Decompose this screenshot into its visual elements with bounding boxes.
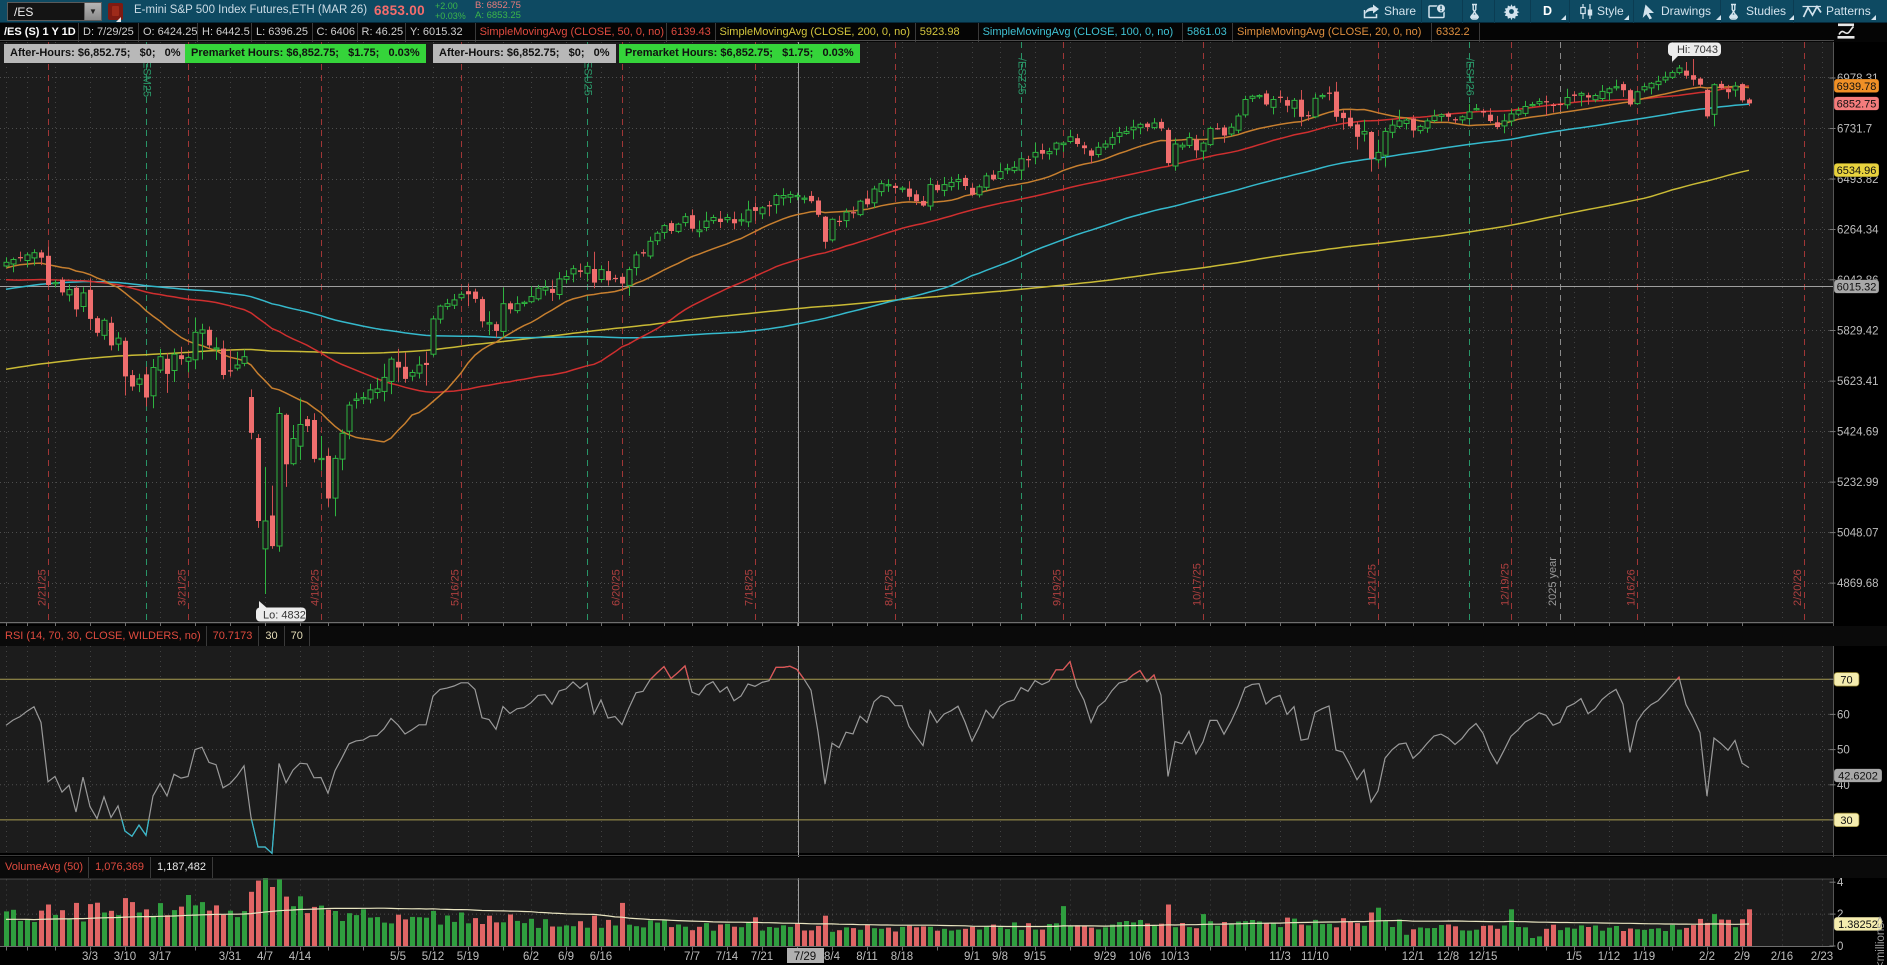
svg-text:5/19: 5/19 <box>457 951 479 963</box>
svg-text:3/3: 3/3 <box>82 951 98 963</box>
svg-text:6852.75: 6852.75 <box>1837 99 1877 111</box>
svg-text:7/29: 7/29 <box>794 951 816 963</box>
svg-text:/ESU25: /ESU25 <box>582 58 594 96</box>
svg-text:1.38252: 1.38252 <box>1838 919 1878 931</box>
svg-text:3/10: 3/10 <box>114 951 136 963</box>
svg-text:12/15: 12/15 <box>1469 951 1498 963</box>
svg-text:70: 70 <box>1840 674 1852 686</box>
svg-text:50: 50 <box>1837 745 1850 757</box>
svg-text:6/20/25: 6/20/25 <box>611 569 623 606</box>
svg-text:9/8: 9/8 <box>992 951 1008 963</box>
svg-text:9/19/25: 9/19/25 <box>1052 569 1064 606</box>
svg-text:8/18: 8/18 <box>891 951 913 963</box>
svg-text:60: 60 <box>1837 709 1850 721</box>
svg-text:8/15/25: 8/15/25 <box>884 569 896 606</box>
svg-text:11/21/25: 11/21/25 <box>1367 564 1379 606</box>
svg-text:/ESZ25: /ESZ25 <box>1016 58 1028 95</box>
svg-text:3/17: 3/17 <box>149 951 171 963</box>
svg-text:7/18/25: 7/18/25 <box>744 569 756 606</box>
svg-text:6731.7: 6731.7 <box>1837 124 1872 136</box>
svg-text:5/12: 5/12 <box>422 951 444 963</box>
svg-text:6015.32: 6015.32 <box>1837 282 1877 294</box>
svg-text:12/8: 12/8 <box>1437 951 1459 963</box>
svg-text:2/2: 2/2 <box>1699 951 1715 963</box>
svg-text:9/15: 9/15 <box>1024 951 1046 963</box>
svg-text:6264.34: 6264.34 <box>1837 225 1879 237</box>
svg-text:2: 2 <box>1837 909 1843 921</box>
svg-text:0: 0 <box>1837 941 1843 953</box>
svg-text:7/14: 7/14 <box>716 951 739 963</box>
svg-text:5232.99: 5232.99 <box>1837 477 1879 489</box>
svg-text:1/19: 1/19 <box>1633 951 1655 963</box>
svg-text:1/16/26: 1/16/26 <box>1626 569 1638 606</box>
svg-text:1/5: 1/5 <box>1566 951 1582 963</box>
svg-text:5/16/25: 5/16/25 <box>450 569 462 606</box>
svg-text:6534.96: 6534.96 <box>1837 165 1877 177</box>
svg-text:4869.68: 4869.68 <box>1837 578 1879 590</box>
svg-text:6939.78: 6939.78 <box>1837 81 1877 93</box>
svg-text:6/9: 6/9 <box>558 951 574 963</box>
svg-text:42.6202: 42.6202 <box>1838 771 1878 783</box>
svg-text:6/16: 6/16 <box>590 951 612 963</box>
svg-text:6493.82: 6493.82 <box>1837 174 1879 186</box>
svg-text:40: 40 <box>1837 780 1850 792</box>
svg-text:<millions>: <millions> <box>1875 916 1887 965</box>
svg-text:7/7: 7/7 <box>684 951 700 963</box>
svg-text:11/10: 11/10 <box>1301 951 1329 963</box>
svg-text:10/17/25: 10/17/25 <box>1192 563 1204 606</box>
svg-text:10/13: 10/13 <box>1161 951 1190 963</box>
svg-text:5623.41: 5623.41 <box>1837 376 1879 388</box>
svg-text:2/23: 2/23 <box>1811 951 1833 963</box>
svg-text:12/1: 12/1 <box>1402 951 1424 963</box>
svg-text:8/11: 8/11 <box>856 951 878 963</box>
svg-text:10/6: 10/6 <box>1129 951 1151 963</box>
svg-text:1/12: 1/12 <box>1598 951 1620 963</box>
svg-text:4/7: 4/7 <box>257 951 273 963</box>
svg-text:2/20/26: 2/20/26 <box>1792 569 1804 606</box>
svg-text:8/4: 8/4 <box>824 951 841 963</box>
svg-text:5829.42: 5829.42 <box>1837 326 1879 338</box>
svg-text:3/21/25: 3/21/25 <box>177 569 189 606</box>
svg-text:/ESM25: /ESM25 <box>141 58 153 97</box>
svg-text:11/3: 11/3 <box>1269 951 1291 963</box>
svg-text:4: 4 <box>1837 877 1844 889</box>
svg-text:Hi: 7043: Hi: 7043 <box>1677 44 1718 56</box>
svg-text:30: 30 <box>1840 815 1852 827</box>
svg-text:2/16: 2/16 <box>1771 951 1793 963</box>
svg-text:9/1: 9/1 <box>964 951 980 963</box>
svg-text:5048.07: 5048.07 <box>1837 528 1879 540</box>
svg-text:2025 year: 2025 year <box>1547 557 1559 606</box>
svg-text:3/31: 3/31 <box>219 951 241 963</box>
svg-text:5424.69: 5424.69 <box>1837 427 1879 439</box>
svg-text:5/5: 5/5 <box>390 951 406 963</box>
svg-text:2/9: 2/9 <box>1734 951 1750 963</box>
svg-text:6/2: 6/2 <box>523 951 539 963</box>
svg-text:/ESH26: /ESH26 <box>1464 58 1476 96</box>
svg-text:4/18/25: 4/18/25 <box>310 569 322 606</box>
svg-text:12/19/25: 12/19/25 <box>1500 563 1512 606</box>
svg-text:7/21: 7/21 <box>751 951 773 963</box>
svg-text:2/21/25: 2/21/25 <box>37 569 49 606</box>
svg-text:9/29: 9/29 <box>1094 951 1116 963</box>
svg-text:Lo: 4832: Lo: 4832 <box>263 610 306 622</box>
svg-text:4/14: 4/14 <box>289 951 312 963</box>
